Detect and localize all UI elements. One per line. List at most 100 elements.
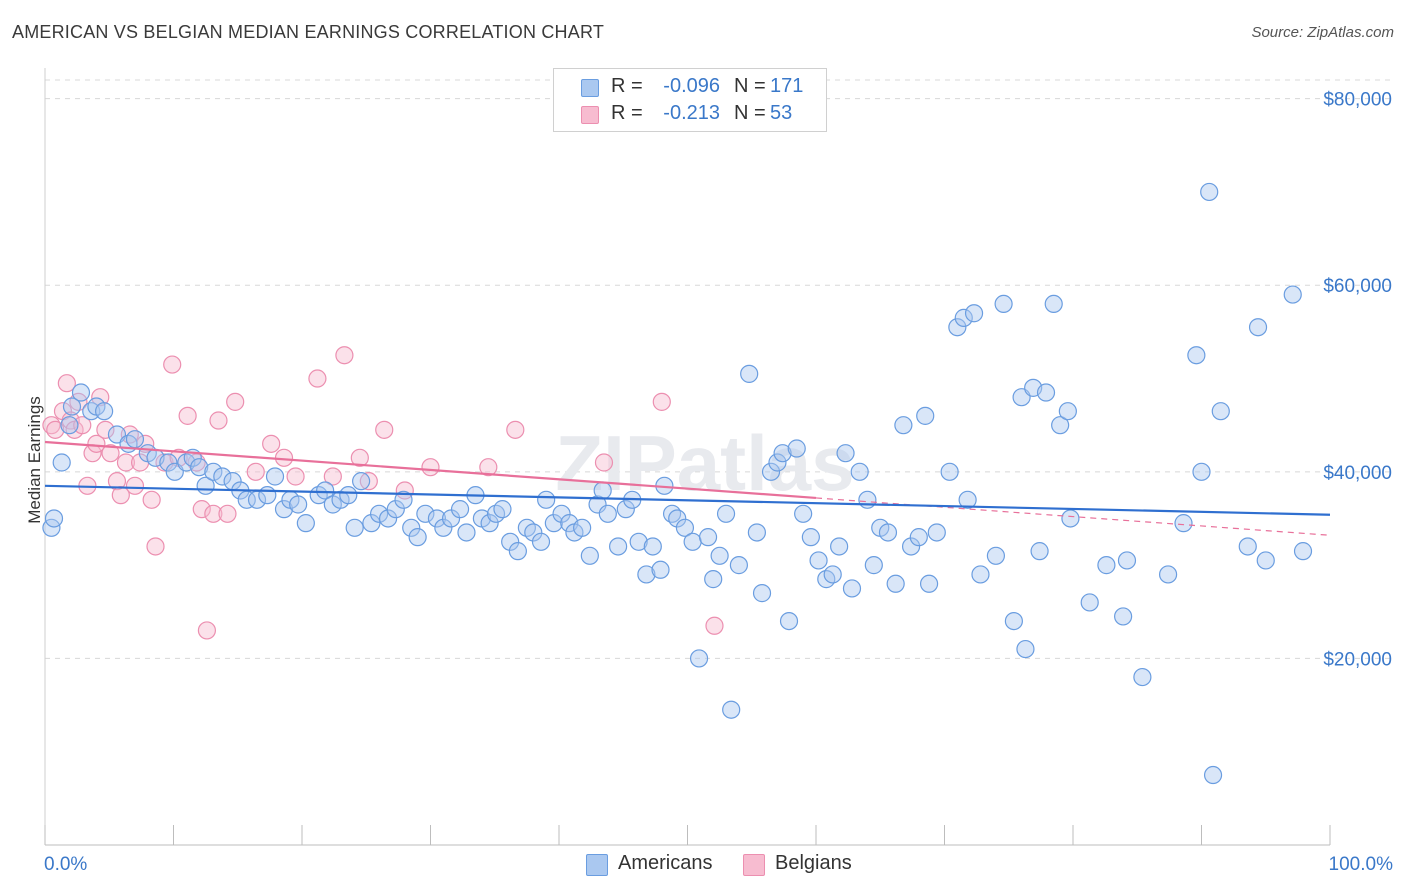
- americans-point: [1256, 551, 1275, 570]
- belgians-point: [652, 392, 671, 411]
- chart-title: AMERICAN VS BELGIAN MEDIAN EARNINGS CORR…: [12, 22, 605, 42]
- belgians-point: [262, 434, 281, 453]
- americans-point: [450, 500, 470, 519]
- watermark: ZIPatlas: [555, 419, 854, 507]
- americans-point: [1174, 514, 1193, 533]
- americans-point: [402, 518, 421, 537]
- legend-n-label: N =: [734, 102, 766, 124]
- americans-point: [524, 523, 543, 542]
- americans-point: [940, 462, 959, 481]
- americans-point: [501, 532, 520, 551]
- americans-point: [704, 570, 723, 589]
- americans-point: [265, 467, 285, 486]
- americans-point: [159, 453, 178, 472]
- legend-n-value: 53: [770, 102, 793, 124]
- americans-point: [71, 383, 91, 402]
- legend-n-label: N =: [734, 75, 766, 97]
- americans-point: [747, 523, 766, 542]
- belgians-point: [163, 355, 182, 374]
- americans-point: [801, 528, 820, 547]
- legend-n-value: 171: [770, 75, 804, 97]
- x-tick-label: 100.0%: [1329, 854, 1394, 875]
- americans-point: [683, 532, 702, 551]
- belgians-point: [506, 420, 525, 439]
- americans-point: [958, 490, 977, 509]
- legend: R = -0.096 N = 171 R = -0.213 N = 53: [553, 68, 827, 132]
- americans-point: [948, 318, 967, 337]
- trend-lines: [44, 440, 1331, 536]
- americans-point: [394, 490, 413, 509]
- americans-point: [427, 509, 447, 528]
- axes: [44, 68, 1331, 846]
- americans-point: [768, 453, 787, 472]
- legend-r-value: -0.213: [663, 102, 720, 124]
- americans-point: [598, 504, 617, 523]
- y-tick-label: $80,000: [1323, 90, 1392, 111]
- americans-point: [508, 542, 527, 561]
- americans-point: [1016, 639, 1035, 659]
- americans-point: [927, 523, 946, 542]
- americans-swatch: [581, 79, 599, 97]
- y-axis-label: Median Earnings: [25, 396, 44, 524]
- americans-point: [1058, 402, 1077, 421]
- americans-trend-line: [44, 484, 1331, 516]
- belgians-point: [375, 420, 394, 439]
- americans-point: [1117, 551, 1137, 570]
- legend-row-belgians: R = -0.213 N = 53: [554, 101, 826, 127]
- y-tick-label: $20,000: [1323, 649, 1392, 670]
- americans-point: [722, 700, 741, 719]
- belgians-point: [96, 420, 115, 439]
- americans-point: [52, 453, 71, 472]
- americans-point: [886, 574, 905, 593]
- americans-point: [274, 500, 294, 519]
- belgians-point: [350, 448, 369, 467]
- americans-point: [842, 579, 862, 598]
- americans-point: [544, 514, 563, 533]
- americans-point: [1187, 346, 1206, 365]
- americans-point: [289, 495, 308, 514]
- americans-point: [643, 537, 662, 556]
- americans-point: [689, 649, 709, 668]
- americans-point: [1133, 667, 1152, 687]
- americans-point: [434, 518, 453, 537]
- americans-point: [1203, 765, 1223, 785]
- americans-point: [964, 304, 984, 323]
- belgians-point: [286, 467, 305, 486]
- belgians-points: [42, 346, 724, 640]
- americans-point: [836, 444, 855, 463]
- americans-point: [345, 518, 364, 537]
- americans-point: [986, 546, 1006, 565]
- americans-point: [994, 294, 1013, 314]
- americans-point: [62, 397, 82, 416]
- belgians-point: [125, 476, 145, 495]
- belgians-point: [197, 621, 217, 640]
- americans-point: [761, 462, 781, 481]
- belgians-swatch: [581, 106, 599, 124]
- americans-point: [1080, 593, 1099, 612]
- americans-point: [716, 504, 736, 523]
- americans-point: [457, 523, 476, 542]
- source-note: Source: ZipAtlas.com: [1251, 24, 1394, 41]
- americans-point: [1061, 509, 1080, 528]
- americans-point: [339, 486, 358, 505]
- belgians-trend-extension: [815, 497, 1331, 536]
- americans-point: [809, 551, 828, 570]
- bottom-legend-label: Belgians: [775, 852, 852, 874]
- americans-point: [710, 546, 729, 565]
- y-tick-labels: $20,000 $40,000 $60,000 $80,000: [1323, 90, 1392, 671]
- americans-swatch: [586, 854, 608, 876]
- americans-point: [352, 472, 371, 491]
- americans-point: [362, 514, 381, 533]
- americans-point: [1283, 285, 1302, 304]
- americans-point: [1051, 416, 1070, 435]
- americans-point: [858, 490, 877, 509]
- americans-point: [752, 584, 772, 603]
- belgians-point: [308, 369, 327, 388]
- americans-point: [850, 462, 869, 481]
- americans-point: [916, 406, 935, 425]
- americans-point: [531, 532, 551, 551]
- americans-point: [729, 556, 749, 575]
- grid-lines: [45, 79, 1392, 659]
- americans-point: [1200, 182, 1219, 202]
- belgians-point: [73, 416, 92, 435]
